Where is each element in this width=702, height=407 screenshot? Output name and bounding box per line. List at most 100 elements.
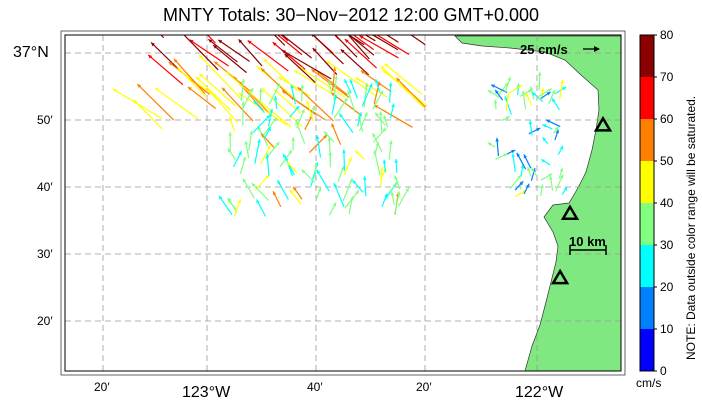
colorbar-tick-label: 20 — [660, 280, 674, 294]
current-vector — [281, 35, 312, 59]
lon-label-20b: 20′ — [416, 380, 432, 394]
current-vector — [509, 174, 522, 190]
current-vector — [233, 199, 242, 217]
current-vector — [523, 154, 532, 169]
current-vector — [511, 153, 516, 173]
current-vector — [337, 165, 345, 183]
triangle-icon — [560, 204, 580, 221]
current-vector — [552, 126, 560, 134]
lat-label-30: 30′ — [37, 247, 53, 261]
current-vector — [342, 149, 346, 171]
current-vector — [507, 84, 523, 95]
current-vector — [374, 112, 386, 126]
colorbar-segment — [640, 245, 654, 287]
current-vector — [160, 35, 165, 39]
current-vector — [300, 9, 338, 33]
current-vector — [501, 115, 511, 121]
current-vector — [252, 114, 271, 133]
current-vector — [358, 112, 368, 132]
current-vector — [258, 88, 263, 106]
current-vector — [494, 89, 504, 101]
current-vector — [371, 132, 383, 152]
vector-scale-label: 25 cm/s — [520, 42, 568, 57]
current-vector — [242, 87, 254, 108]
distance-scale-bar — [569, 245, 607, 255]
current-vector — [390, 191, 395, 206]
colorbar-units: cm/s — [636, 376, 662, 390]
current-vector — [112, 88, 163, 120]
current-vector — [347, 35, 365, 46]
current-vector — [187, 86, 217, 109]
current-vector — [136, 83, 175, 121]
current-vector — [254, 174, 270, 191]
current-vector — [495, 137, 500, 157]
current-vector — [260, 67, 292, 98]
current-vector — [290, 84, 296, 105]
current-vector — [555, 174, 564, 192]
current-vector — [540, 173, 553, 181]
current-vector — [378, 111, 383, 132]
current-vector — [389, 103, 395, 119]
current-vector — [344, 189, 360, 209]
hf-radar-sites — [550, 115, 613, 285]
current-vector — [364, 35, 376, 42]
current-vector — [395, 77, 426, 108]
colorbar-segment — [640, 119, 654, 161]
current-vector — [342, 178, 353, 202]
current-vector — [264, 126, 272, 139]
current-vector — [537, 88, 553, 98]
current-vector — [241, 0, 275, 26]
colorbar-segment — [640, 35, 654, 77]
current-vector — [247, 40, 289, 72]
colorbar-tick-label: 60 — [660, 112, 674, 126]
current-vector — [173, 58, 206, 95]
current-vector — [340, 48, 370, 76]
current-vector — [286, 161, 298, 174]
current-vector — [150, 42, 182, 73]
colorbar-segment — [640, 203, 654, 245]
colorbar-tick-label: 50 — [660, 154, 674, 168]
current-vector — [260, 133, 275, 149]
vector-scale — [583, 46, 600, 52]
current-vector — [295, 119, 306, 144]
current-vector — [530, 167, 537, 176]
current-vector — [334, 35, 358, 58]
current-vectors — [112, 0, 568, 217]
current-vector — [375, 79, 381, 92]
current-vector — [281, 49, 332, 80]
lon-label-123w: 123°W — [182, 384, 231, 401]
current-vector — [315, 135, 322, 158]
current-vector — [251, 182, 270, 202]
current-vector — [493, 99, 498, 110]
colorbar-tick-label: 10 — [660, 322, 674, 336]
current-vector — [527, 166, 532, 177]
current-vector — [343, 156, 353, 176]
current-vector — [217, 39, 250, 62]
current-vector — [315, 187, 322, 200]
current-vector — [348, 35, 375, 56]
current-vector — [253, 100, 265, 114]
current-vector — [272, 41, 306, 70]
distance-scale-label: 10 km — [569, 234, 606, 249]
current-vector — [154, 87, 199, 120]
current-vector — [372, 127, 387, 143]
current-vector — [276, 35, 303, 56]
current-vector — [225, 71, 271, 111]
current-vector — [287, 0, 320, 22]
current-vector — [385, 35, 399, 43]
current-vector — [382, 159, 387, 173]
current-vector — [383, 115, 389, 128]
current-vector — [218, 195, 233, 216]
current-vector — [352, 179, 364, 193]
current-vector — [208, 38, 238, 63]
current-vector — [306, 100, 314, 122]
current-vector — [523, 183, 530, 195]
lat-label-20: 20′ — [37, 314, 53, 328]
current-vector — [561, 186, 568, 195]
current-vector — [267, 108, 274, 127]
current-vector — [232, 150, 243, 168]
current-vector — [327, 137, 332, 163]
triangle-icon — [550, 268, 570, 285]
colorbar-segment — [640, 161, 654, 203]
current-vector — [207, 88, 239, 124]
